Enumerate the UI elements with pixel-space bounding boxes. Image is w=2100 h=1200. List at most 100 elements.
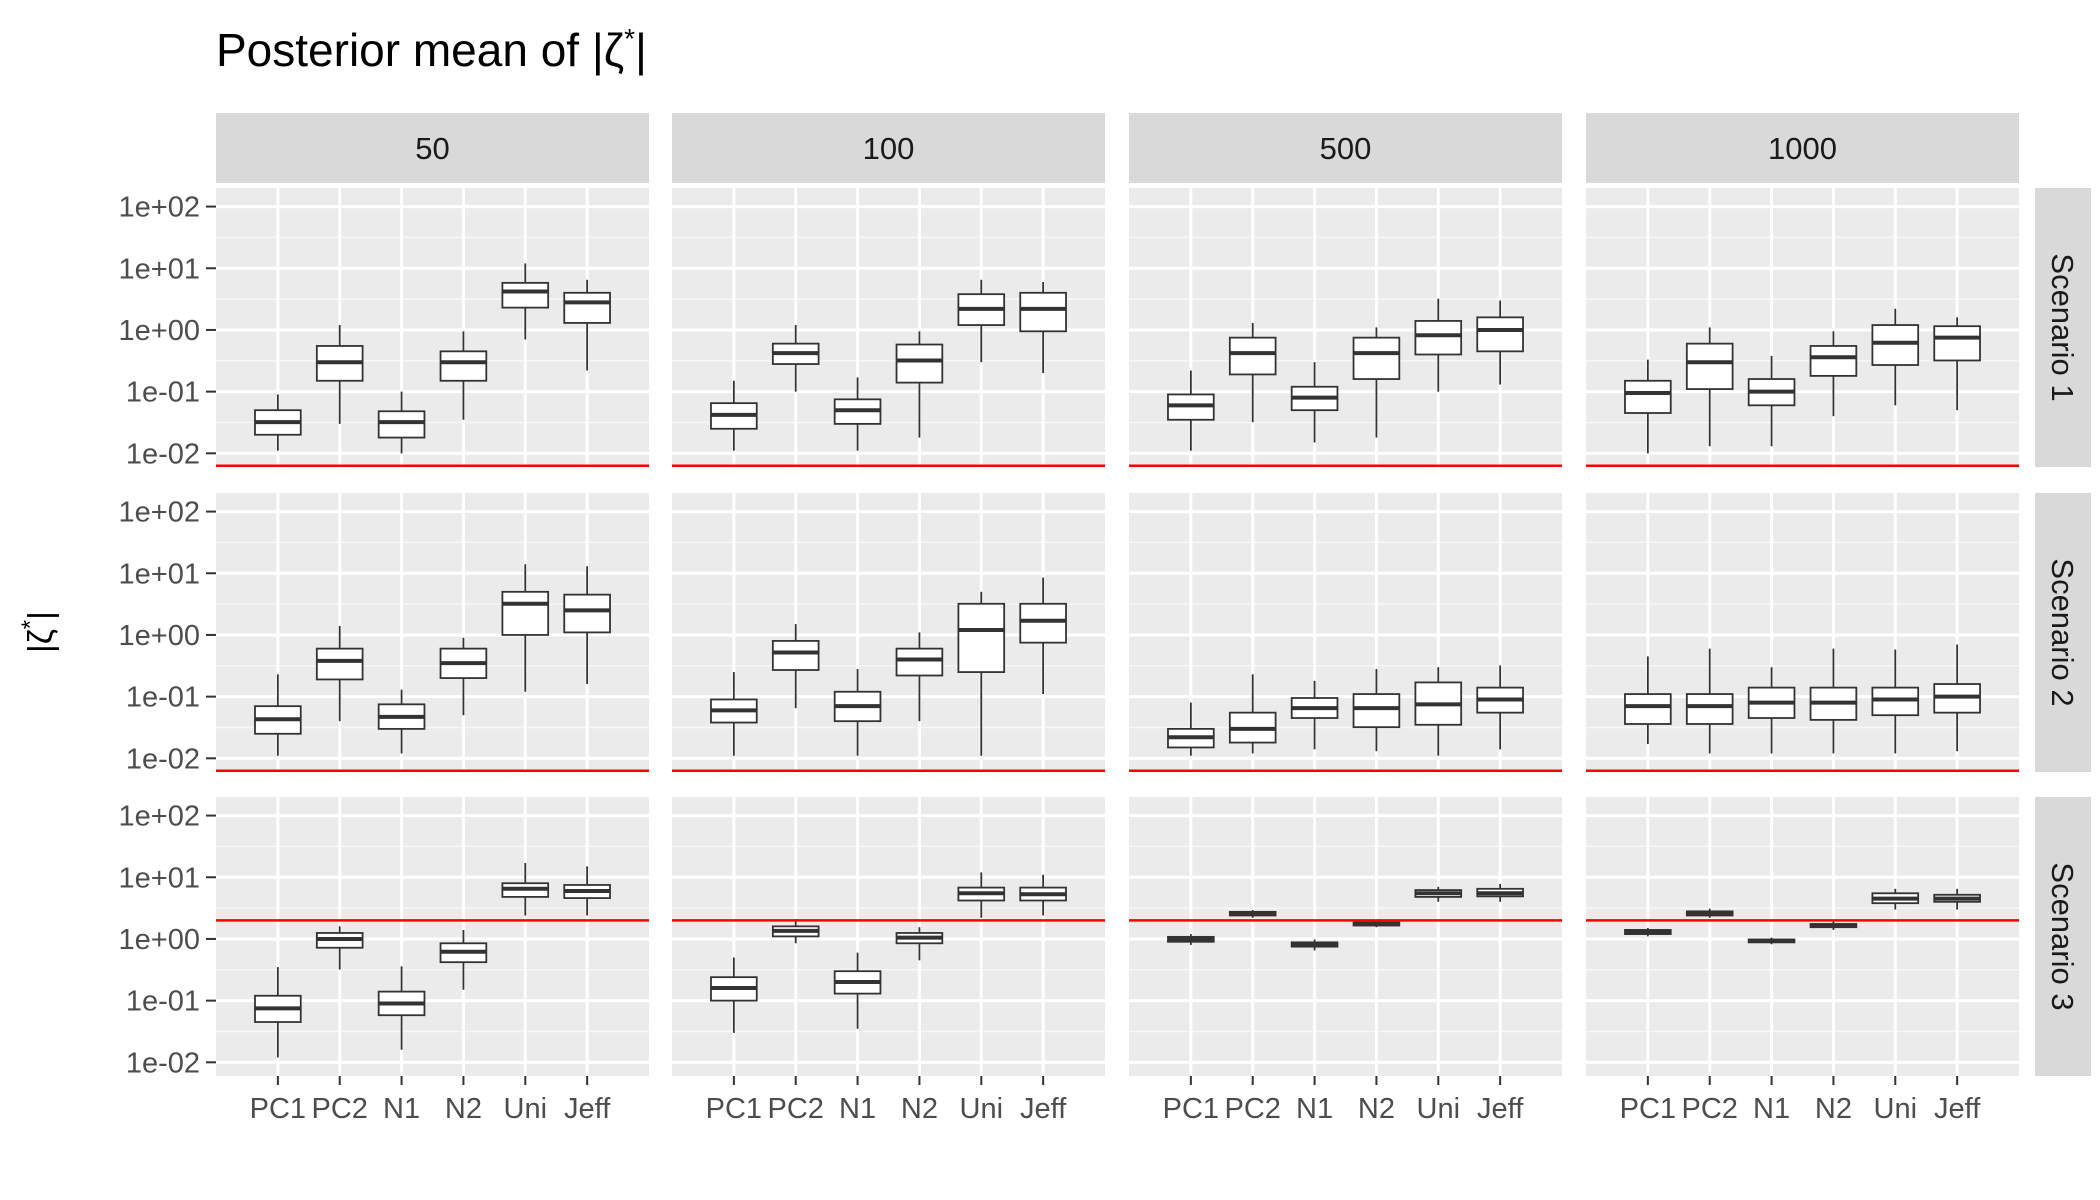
iqr-box: [957, 602, 1006, 673]
box-jeff: [1476, 300, 1524, 385]
box-n1: [833, 669, 882, 756]
panel-scenario-2-n500: [1129, 493, 1562, 772]
iqr-box: [439, 350, 488, 382]
column-strip-label-500: 500: [1320, 131, 1372, 166]
box-n2: [439, 637, 488, 716]
box-pc2: [1228, 674, 1277, 754]
row-strip-label-scenario-3: Scenario 3: [2045, 862, 2080, 1010]
box-n2: [1809, 331, 1858, 417]
box-jeff: [1933, 317, 1981, 411]
box-pc2: [315, 325, 364, 424]
box-n1: [377, 391, 426, 454]
iqr-box: [771, 640, 820, 671]
y-axis-label: |ζ*|: [17, 611, 60, 653]
column-strip-label-100: 100: [863, 131, 915, 166]
iqr-box: [501, 281, 550, 309]
iqr-box: [501, 590, 550, 636]
box-pc2: [771, 624, 820, 709]
box-n2: [1352, 669, 1401, 752]
y-tick-label: 1e+01: [119, 558, 200, 590]
y-tick-label: 1e-01: [126, 986, 200, 1018]
iqr-box: [1809, 345, 1858, 377]
iqr-box: [1933, 325, 1981, 362]
row-strip-label-scenario-2: Scenario 2: [2045, 558, 2080, 706]
y-tick-label: 1e+01: [119, 862, 200, 894]
box-n1: [1747, 667, 1796, 754]
x-tick-label-n1: N1: [1296, 1093, 1333, 1125]
iqr-box: [1019, 291, 1067, 333]
box-jeff: [563, 866, 611, 916]
panel-scenario-1-n100: [672, 188, 1105, 467]
column-strip-100: [672, 113, 1105, 183]
column-strip-label-1000: 1000: [1768, 131, 1837, 166]
box-jeff: [1019, 281, 1067, 374]
box-n2: [895, 331, 944, 438]
box-uni: [1414, 298, 1463, 392]
panel-background: [1586, 493, 2019, 772]
y-tick-label: 1e-02: [126, 438, 200, 470]
panel-scenario-3-n50: [216, 797, 649, 1076]
iqr-box: [1871, 324, 1920, 366]
box-pc1: [710, 380, 758, 451]
x-tick-label-n1: N1: [383, 1093, 420, 1125]
ylabel-superscript: *: [17, 620, 44, 629]
panel-scenario-3-n500: [1129, 797, 1562, 1076]
y-tick-label: 1e-01: [126, 682, 200, 714]
box-n1: [833, 952, 882, 1029]
iqr-box: [563, 593, 611, 634]
x-tick-label-pc1: PC1: [706, 1093, 762, 1125]
iqr-box: [1228, 336, 1277, 376]
box-pc1: [1167, 934, 1215, 945]
title-superscript: *: [624, 23, 635, 54]
box-n1: [1290, 680, 1339, 750]
box-pc1: [254, 394, 302, 451]
box-uni: [1871, 308, 1920, 406]
box-n1: [1290, 939, 1339, 951]
y-tick-label: 1e-02: [126, 743, 200, 775]
x-tick-label-jeff: Jeff: [564, 1093, 611, 1125]
box-jeff: [1476, 665, 1524, 750]
panel-scenario-2-n100: [672, 493, 1105, 772]
x-tick-label-n2: N2: [1815, 1093, 1852, 1125]
y-tick-label: 1e-02: [126, 1047, 200, 1079]
y-tick-label: 1e+00: [119, 924, 200, 956]
box-n1: [1747, 355, 1796, 447]
panel-background: [1129, 493, 1562, 772]
iqr-box: [1685, 693, 1734, 725]
panel-background: [1586, 797, 2019, 1076]
box-uni: [1871, 888, 1920, 910]
x-tick-label-n2: N2: [445, 1093, 482, 1125]
iqr-box: [1414, 320, 1463, 356]
box-uni: [957, 591, 1006, 756]
x-tick-label-jeff: Jeff: [1020, 1093, 1067, 1125]
x-tick-label-uni: Uni: [504, 1093, 548, 1125]
x-tick-label-pc2: PC2: [1682, 1093, 1738, 1125]
box-uni: [1414, 886, 1463, 902]
iqr-box: [1352, 693, 1401, 729]
panel-background: [672, 797, 1105, 1076]
x-tick-label-n1: N1: [1753, 1093, 1790, 1125]
x-tick-label-jeff: Jeff: [1477, 1093, 1524, 1125]
row-strip-scenario-2: [2035, 493, 2091, 772]
box-n1: [1290, 362, 1339, 443]
panel-scenario-3-n100: [672, 797, 1105, 1076]
box-pc2: [771, 919, 820, 944]
y-tick-label: 1e+02: [119, 497, 200, 529]
box-pc2: [315, 625, 364, 722]
iqr-box: [315, 647, 364, 681]
box-pc2: [1228, 909, 1277, 918]
box-jeff: [563, 566, 611, 685]
iqr-box: [1624, 693, 1672, 725]
iqr-box: [377, 410, 426, 439]
box-jeff: [563, 279, 611, 371]
facet-panels: 50 100 500 1000 Scenario 1 1e-02 1e-01 1e+00 1e+…: [119, 113, 2091, 1125]
x-tick-label-uni: Uni: [960, 1093, 1004, 1125]
box-pc2: [771, 325, 820, 392]
box-pc1: [1624, 359, 1672, 454]
column-strip-50: [216, 113, 649, 183]
panel-background: [216, 797, 649, 1076]
iqr-box: [1476, 316, 1524, 353]
x-tick-label-jeff: Jeff: [1934, 1093, 1981, 1125]
panel-scenario-1-n1000: [1586, 188, 2019, 467]
